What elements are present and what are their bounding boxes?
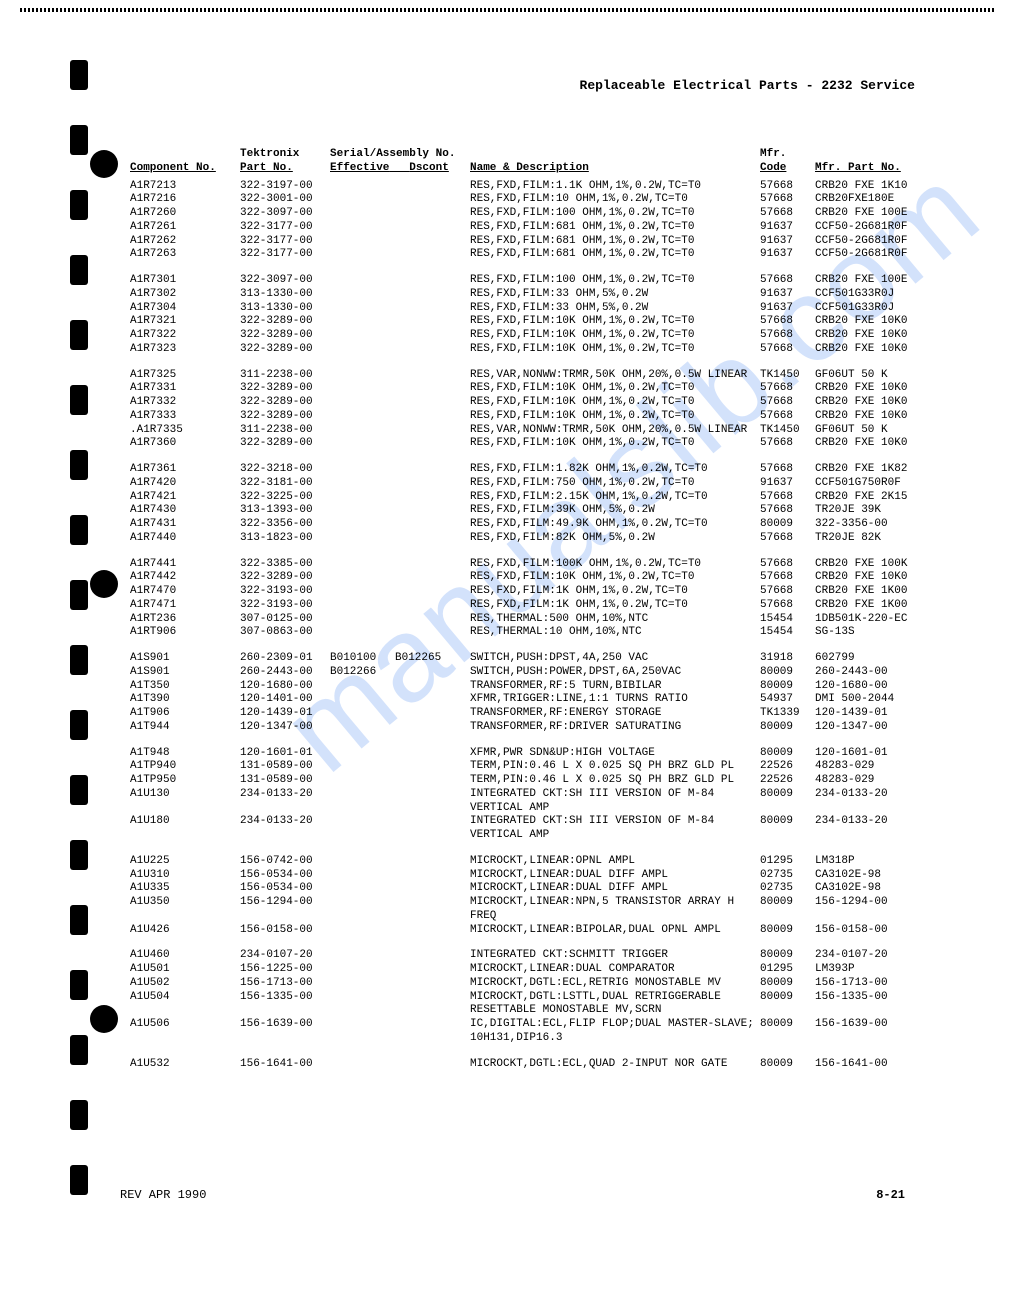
table-row: A1U532156-1641-00MICROCKT,DGTL:ECL,QUAD … [130,1058,925,1072]
table-row: A1R7216322-3001-00RES,FXD,FILM:10 OHM,1%… [130,193,925,207]
table-row: A1R7361322-3218-00RES,FXD,FILM:1.82K OHM… [130,463,925,477]
table-row: A1U506156-1639-00IC,DIGITAL:ECL,FLIP FLO… [130,1018,925,1046]
table-row: A1T390120-1401-00XFMR,TRIGGER:LINE,1:1 T… [130,693,925,707]
table-row: A1U310156-0534-00MICROCKT,LINEAR:DUAL DI… [130,869,925,883]
table-row: A1RT236307-0125-00RES,THERMAL:500 OHM,10… [130,613,925,627]
col-mfr-part: Mfr. Part No. [815,162,901,174]
table-row: .A1R7335311-2238-00RES,VAR,NONWW:TRMR,50… [130,424,925,438]
table-row: A1U180234-0133-20INTEGRATED CKT:SH III V… [130,815,925,843]
table-row: A1S901260-2309-01B010100B012265SWITCH,PU… [130,652,925,666]
table-row: A1R7325311-2238-00RES,VAR,NONWW:TRMR,50K… [130,369,925,383]
table-row: A1U130234-0133-20INTEGRATED CKT:SH III V… [130,788,925,816]
table-row: A1R7322322-3289-00RES,FXD,FILM:10K OHM,1… [130,329,925,343]
table-row: A1R7360322-3289-00RES,FXD,FILM:10K OHM,1… [130,437,925,451]
table-row: A1U225156-0742-00MICROCKT,LINEAR:OPNL AM… [130,855,925,869]
page-title: Replaceable Electrical Parts - 2232 Serv… [130,78,925,93]
parts-table: Component No. TektronixPart No. Serial/A… [130,148,925,1083]
table-row: A1U501156-1225-00MICROCKT,LINEAR:DUAL CO… [130,963,925,977]
table-row: A1R7323322-3289-00RES,FXD,FILM:10K OHM,1… [130,343,925,357]
table-row: A1R7304313-1330-00RES,FXD,FILM:33 OHM,5%… [130,302,925,316]
table-row: A1RT906307-0863-00RES,THERMAL:10 OHM,10%… [130,626,925,640]
table-row: A1R7421322-3225-00RES,FXD,FILM:2.15K OHM… [130,491,925,505]
table-row: A1R7430313-1393-00RES,FXD,FILM:39K OHM,5… [130,504,925,518]
table-row: A1R7440313-1823-00RES,FXD,FILM:82K OHM,5… [130,532,925,546]
table-row: A1U426156-0158-00MICROCKT,LINEAR:BIPOLAR… [130,924,925,938]
table-row: A1R7333322-3289-00RES,FXD,FILM:10K OHM,1… [130,410,925,424]
footer-rev: REV APR 1990 [120,1188,206,1202]
col-name: Name & Description [470,162,589,174]
table-row: A1R7471322-3193-00RES,FXD,FILM:1K OHM,1%… [130,599,925,613]
table-row: A1R7442322-3289-00RES,FXD,FILM:10K OHM,1… [130,571,925,585]
table-row: A1R7301322-3097-00RES,FXD,FILM:100 OHM,1… [130,274,925,288]
table-row: A1R7331322-3289-00RES,FXD,FILM:10K OHM,1… [130,382,925,396]
table-row: A1R7332322-3289-00RES,FXD,FILM:10K OHM,1… [130,396,925,410]
table-row: A1R7261322-3177-00RES,FXD,FILM:681 OHM,1… [130,221,925,235]
footer-page: 8-21 [876,1188,905,1202]
table-row: A1TP950131-0589-00TERM,PIN:0.46 L X 0.02… [130,774,925,788]
table-row: A1S901260-2443-00B012266SWITCH,PUSH:POWE… [130,666,925,680]
col-component: Component No. [130,162,216,174]
table-row: A1U335156-0534-00MICROCKT,LINEAR:DUAL DI… [130,882,925,896]
table-row: A1R7431322-3356-00RES,FXD,FILM:49.9K OHM… [130,518,925,532]
table-row: A1T906120-1439-01TRANSFORMER,RF:ENERGY S… [130,707,925,721]
table-row: A1R7260322-3097-00RES,FXD,FILM:100 OHM,1… [130,207,925,221]
table-row: A1U350156-1294-00MICROCKT,LINEAR:NPN,5 T… [130,896,925,924]
table-row: A1U460234-0107-20INTEGRATED CKT:SCHMITT … [130,949,925,963]
table-row: A1R7441322-3385-00RES,FXD,FILM:100K OHM,… [130,558,925,572]
table-row: A1R7321322-3289-00RES,FXD,FILM:10K OHM,1… [130,315,925,329]
table-row: A1R7470322-3193-00RES,FXD,FILM:1K OHM,1%… [130,585,925,599]
table-row: A1R7213322-3197-00RES,FXD,FILM:1.1K OHM,… [130,180,925,194]
table-row: A1T350120-1680-00TRANSFORMER,RF:5 TURN,B… [130,680,925,694]
table-row: A1R7262322-3177-00RES,FXD,FILM:681 OHM,1… [130,235,925,249]
table-row: A1R7263322-3177-00RES,FXD,FILM:681 OHM,1… [130,248,925,262]
table-row: A1TP940131-0589-00TERM,PIN:0.46 L X 0.02… [130,760,925,774]
table-row: A1T948120-1601-01XFMR,PWR SDN&UP:HIGH VO… [130,747,925,761]
table-row: A1T944120-1347-00TRANSFORMER,RF:DRIVER S… [130,721,925,735]
punch-holes [55,60,105,1210]
table-row: A1U504156-1335-00MICROCKT,DGTL:LSTTL,DUA… [130,991,925,1019]
table-row: A1R7302313-1330-00RES,FXD,FILM:33 OHM,5%… [130,288,925,302]
table-row: A1R7420322-3181-00RES,FXD,FILM:750 OHM,1… [130,477,925,491]
table-row: A1U502156-1713-00MICROCKT,DGTL:ECL,RETRI… [130,977,925,991]
